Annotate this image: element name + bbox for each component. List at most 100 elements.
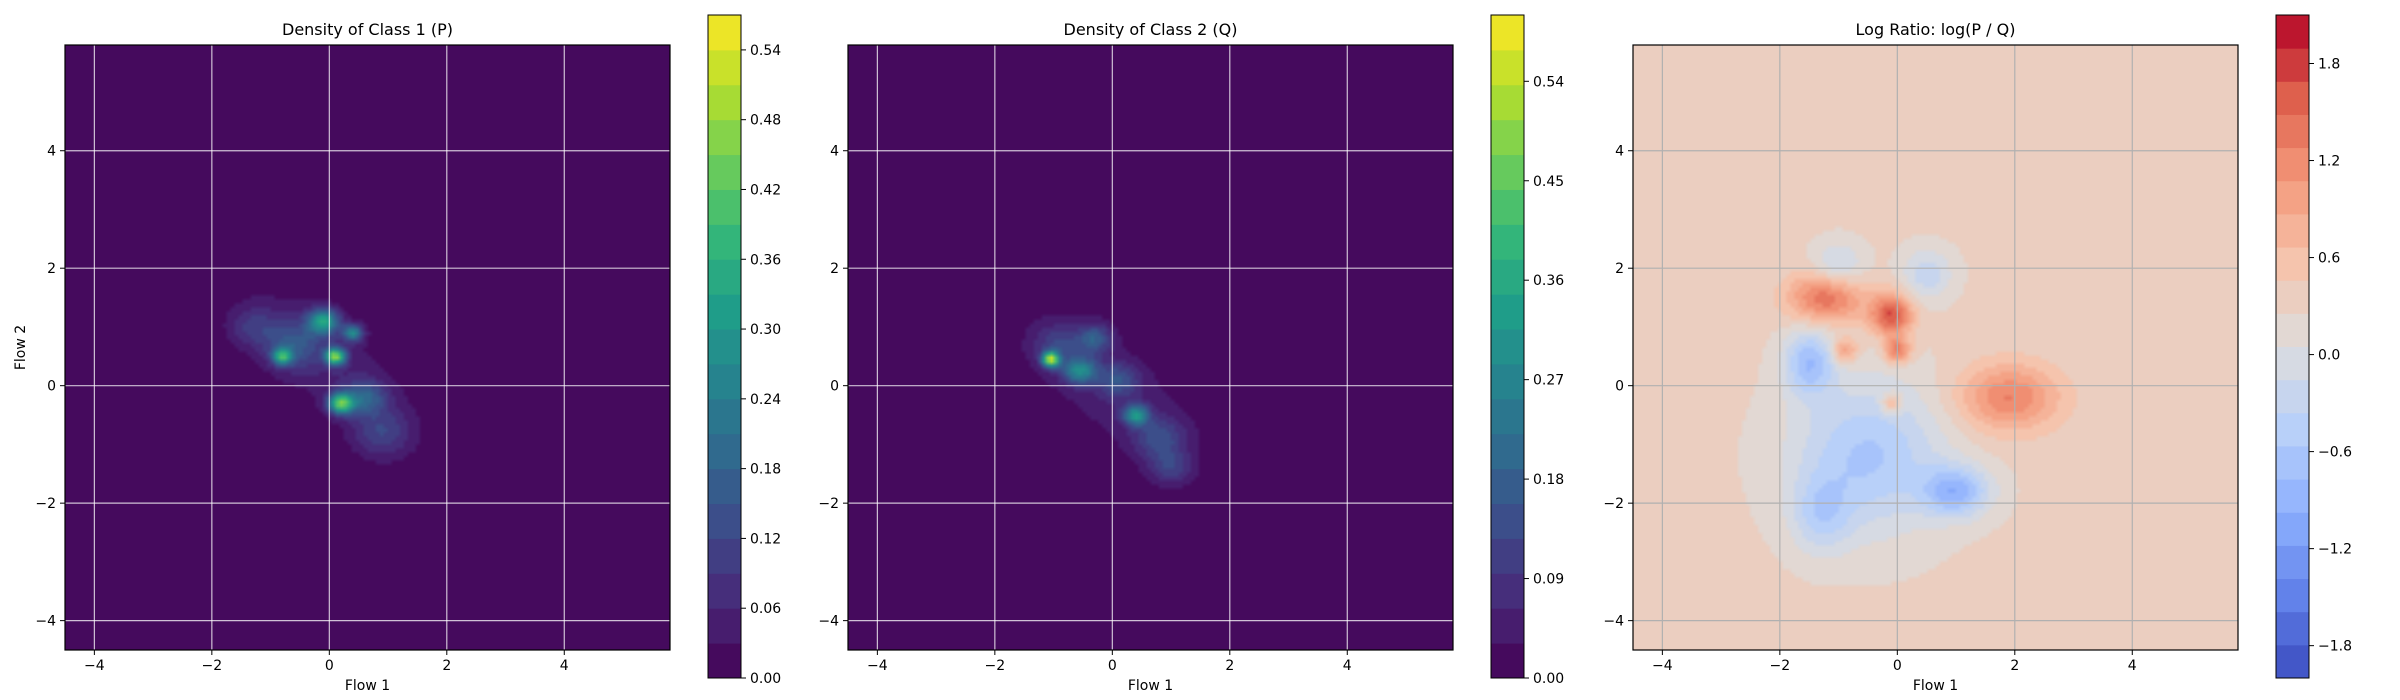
colorbar-band [708,154,741,190]
colorbar-tick-label: 0.18 [750,462,781,478]
axes-frame [1632,44,2239,651]
colorbar-band [1491,294,1524,330]
x-axis-label: Flow 1 [1913,678,1958,694]
axes-frame [64,44,671,651]
colorbar-tick-label: 0.0 [2318,348,2340,364]
colorbar-band [2276,213,2309,248]
colorbar-band [1491,189,1524,225]
x-tick-label: −2 [1770,658,1791,674]
colorbar-tick-label: 0.18 [1533,472,1564,488]
colorbar-band [708,363,741,400]
y-tick-label: 0 [830,379,839,395]
y-tick-label: 4 [830,144,839,160]
colorbar: 0.00 0.09 0.18 0.27 0.36 0.45 0.54 [1490,14,1564,687]
colorbar-tick-label: 0.36 [750,252,781,268]
x-tick-label: 2 [1225,658,1234,674]
colorbar-band [2276,445,2309,480]
colorbar: 0.00 0.06 0.12 0.18 0.24 0.30 0.36 0.42 0.48 0.54 [707,14,781,687]
colorbar-band [1491,573,1524,609]
colorbar-tick-label: 0.06 [750,601,781,617]
chart-title: Density of Class 1 (P) [282,20,453,39]
colorbar-band [708,573,741,609]
colorbar-band [2276,15,2309,49]
colorbar-band [708,49,741,86]
colorbar-tick-label: −0.6 [2318,445,2352,461]
colorbar-band [1491,259,1524,295]
x-tick-label: 4 [2128,658,2137,674]
x-tick-label: 0 [325,658,334,674]
colorbar-tick-label: 0.09 [1533,572,1564,588]
colorbar-band [1491,468,1524,505]
colorbar-band [2276,114,2309,149]
y-tick-label: 2 [47,261,56,277]
colorbar-tick-label: 1.2 [2318,154,2340,170]
colorbar-band [708,224,741,260]
colorbar-tick-label: 0.27 [1533,373,1564,389]
colorbar-band [708,398,741,435]
y-tick-label: −4 [1603,614,1624,630]
y-tick-label: 4 [1615,144,1624,160]
colorbar-band [2276,48,2309,82]
x-tick-label: 0 [1893,658,1902,674]
chart-title: Density of Class 2 (Q) [1064,20,1238,39]
colorbar-band [708,538,741,574]
colorbar-tick-label: 0.00 [1533,671,1564,687]
colorbar-band [708,259,741,295]
colorbar-band [2276,644,2309,679]
x-tick-label: −2 [985,658,1006,674]
colorbar-band [1491,119,1524,156]
y-tick-label: 2 [830,261,839,277]
x-tick-label: −2 [202,658,223,674]
y-tick-label: −2 [1603,496,1624,512]
colorbar-band [1491,643,1524,679]
colorbar-band [2276,412,2309,447]
colorbar-band [708,503,741,539]
colorbar-band [2276,379,2309,414]
colorbar-band [1491,329,1524,365]
colorbar-band [1491,154,1524,190]
colorbar-band [708,468,741,505]
colorbar-tick-label: 0.54 [1533,74,1564,90]
colorbar-band [2276,512,2309,546]
colorbar-band [1491,538,1524,574]
colorbar-tick-label: 0.30 [750,322,781,338]
colorbar-band [708,433,741,470]
y-tick-label: 4 [47,144,56,160]
colorbar-tick-label: −1.2 [2318,542,2352,558]
colorbar-frame [707,14,742,679]
density-heatmap [848,45,1453,650]
colorbar: −1.8 −1.2 −0.6 0.0 0.6 1.2 1.8 [2275,14,2352,679]
y-tick-label: 2 [1615,261,1624,277]
colorbar-band [2276,180,2309,215]
colorbar-tick-label: 0.24 [750,392,781,408]
panel-3: −4 −2 0 2 4 −4 −2 0 2 4 Log Ratio: log(P / Q) Flow … [1603,14,2352,694]
x-tick-label: 2 [442,658,451,674]
colorbar-tick-label: −1.8 [2318,639,2352,655]
colorbar-band [1491,503,1524,539]
y-tick-label: −4 [818,614,839,630]
colorbar-band [1491,84,1524,121]
colorbar-band [2276,611,2309,646]
colorbar-band [1491,433,1524,470]
colorbar-tick-label: 0.12 [750,531,781,547]
colorbar-band [1491,398,1524,435]
colorbar-tick-label: 0.42 [750,182,781,198]
colorbar-band [708,15,741,51]
colorbar-band [1491,224,1524,260]
colorbar-band [708,643,741,679]
colorbar-tick-label: 1.8 [2318,57,2340,73]
colorbar-band [2276,479,2309,513]
colorbar-tick-label: 0.54 [750,43,781,59]
x-tick-label: 2 [2010,658,2019,674]
colorbar-band [2276,247,2309,281]
x-axis-label: Flow 1 [1128,678,1173,694]
x-tick-label: −4 [867,658,888,674]
panel-2: −4 −2 0 2 4 −4 −2 0 2 4 Density of Class 2 (Q) Flow… [818,14,1564,694]
x-tick-label: −4 [84,658,105,674]
colorbar-frame [1490,14,1525,679]
density-heatmap [65,45,670,650]
y-tick-label: −2 [818,496,839,512]
colorbar-band [1491,15,1524,51]
y-tick-label: 0 [1615,379,1624,395]
